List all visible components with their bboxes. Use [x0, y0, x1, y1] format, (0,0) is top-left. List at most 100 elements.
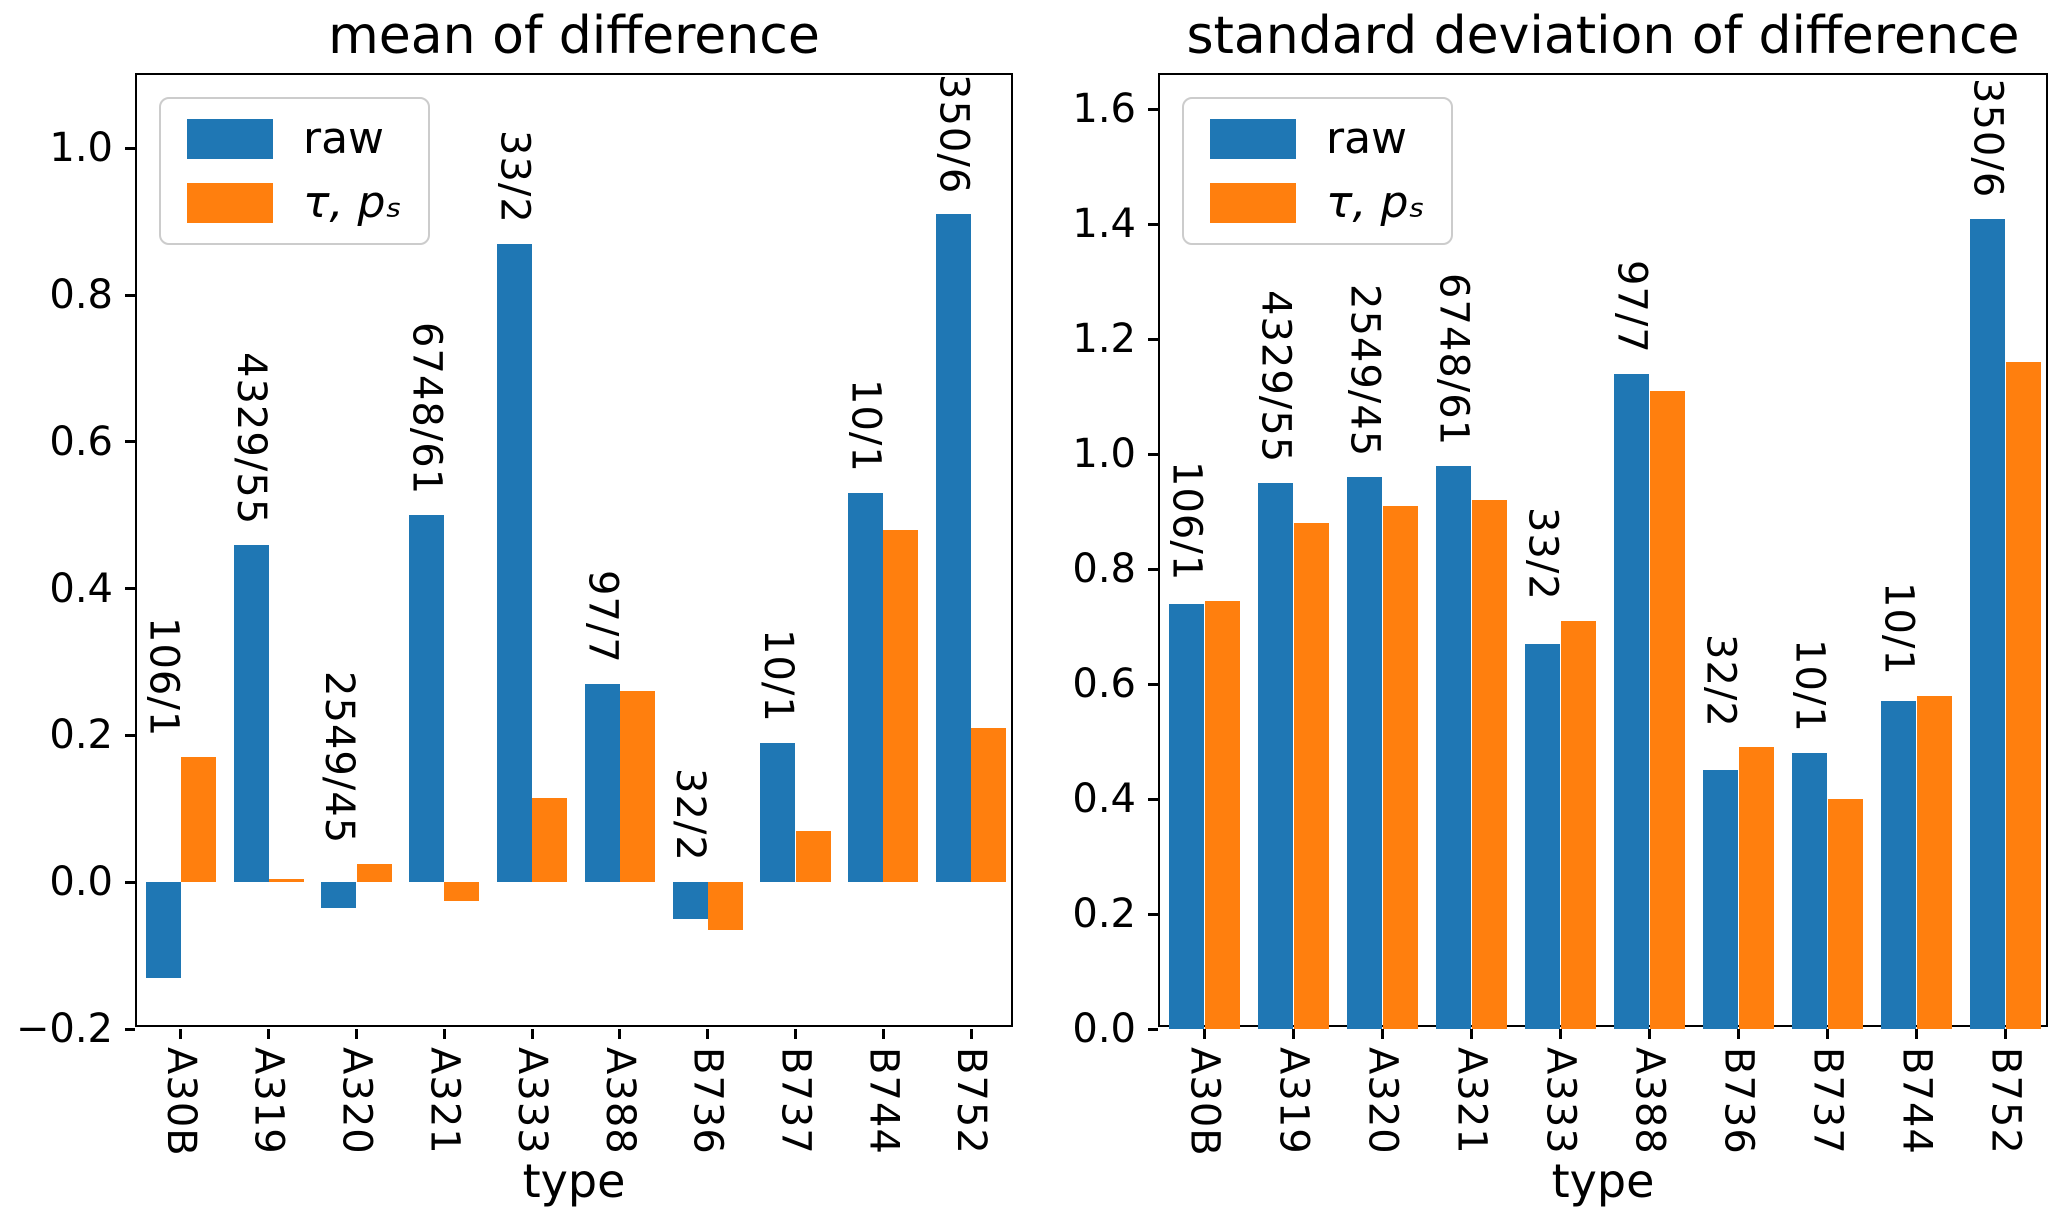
x-tick-mark	[881, 1029, 885, 1039]
bar-annotation: 97/7	[1608, 260, 1655, 354]
bar-raw-A388	[1613, 373, 1650, 1029]
bar-raw-A388	[584, 684, 620, 883]
legend-entry-tau-ps: τ, pₛ	[1210, 179, 1425, 227]
bar-annotation: 106/1	[1163, 460, 1210, 581]
y-tick-mark	[125, 880, 135, 884]
x-tick-mark	[530, 1029, 534, 1039]
bar-annotation: 32/2	[667, 768, 714, 863]
x-tick-label: B744	[860, 1047, 907, 1155]
x-tick-label: A30B	[157, 1047, 204, 1157]
chart-title-std: standard deviation of difference	[1186, 6, 2020, 66]
y-tick-label: 1.0	[49, 125, 113, 172]
y-tick-mark	[1148, 222, 1158, 226]
x-tick-mark	[1292, 1029, 1295, 1039]
bar-tau-ps-A321	[444, 882, 480, 901]
bar-annotation: 6748/61	[1430, 272, 1477, 446]
bar-annotation: 33/2	[491, 129, 538, 224]
bar-raw-A333	[496, 243, 533, 883]
x-tick-label: A320	[1359, 1047, 1406, 1155]
legend-label-tau-ps: τ, pₛ	[303, 177, 402, 228]
x-tick-mark	[618, 1029, 622, 1039]
bar-annotation: 10/1	[1786, 639, 1833, 734]
x-tick-mark	[179, 1029, 183, 1039]
legend-swatch-tau-ps	[187, 183, 273, 223]
bar-raw-B744	[848, 493, 884, 883]
y-tick-mark	[125, 733, 135, 737]
bar-tau-ps-B736	[1738, 747, 1775, 1029]
plot-area-mean: raw τ, pₛ 1.0 0.8 0.6 0.4 0.2 0.0 −0.2 A30B 106/…	[16, 73, 1013, 1157]
bar-tau-ps-A319	[268, 878, 304, 883]
y-tick-label: 0.2	[49, 712, 113, 759]
bar-tau-ps-B744	[883, 529, 919, 883]
y-tick-label: 1.0	[1072, 431, 1136, 478]
y-tick-mark	[125, 440, 135, 444]
bar-tau-ps-A388	[619, 691, 655, 883]
y-tick-label: 0.4	[49, 565, 113, 612]
bar-raw-A30B	[1168, 603, 1205, 1029]
bar-annotation: 106/1	[140, 617, 187, 738]
y-tick-label: 0.6	[1072, 661, 1136, 708]
y-tick-mark	[1148, 682, 1158, 686]
bar-raw-A321	[1435, 465, 1472, 1029]
x-tick-label: B736	[1715, 1047, 1762, 1155]
x-tick-label: A321	[421, 1047, 468, 1155]
y-tick-mark	[1148, 1027, 1158, 1031]
bar-raw-B752	[1969, 218, 2006, 1029]
y-tick-mark	[125, 293, 135, 297]
bar-tau-ps-A333	[532, 797, 568, 883]
bar-tau-ps-A333	[1560, 620, 1597, 1029]
x-tick-mark	[2004, 1029, 2007, 1039]
y-tick-label: 1.4	[1072, 201, 1136, 248]
y-tick-mark	[125, 146, 135, 150]
bar-raw-A320	[321, 882, 357, 908]
y-tick-label: 1.2	[1072, 316, 1136, 363]
x-tick-mark	[1915, 1029, 1918, 1039]
bar-annotation: 4329/55	[1252, 289, 1299, 464]
bar-tau-ps-A319	[1293, 523, 1330, 1029]
x-tick-mark	[706, 1029, 710, 1039]
bar-raw-A319	[233, 544, 269, 883]
bar-tau-ps-A320	[356, 863, 392, 883]
x-tick-label: A333	[509, 1047, 556, 1155]
x-tick-mark	[1203, 1029, 1206, 1039]
x-tick-mark	[355, 1029, 358, 1039]
bar-raw-A333	[1524, 643, 1561, 1029]
legend: raw τ, pₛ	[1182, 97, 1453, 245]
x-tick-label: A388	[1626, 1047, 1673, 1155]
x-axis-label-std: type	[1551, 1154, 1655, 1208]
legend-label-raw: raw	[1326, 113, 1408, 164]
bar-raw-B744	[1880, 701, 1917, 1029]
bar-tau-ps-A30B	[180, 757, 216, 883]
legend-swatch-raw	[187, 119, 273, 159]
bar-annotation: 10/1	[754, 628, 801, 723]
bar-tau-ps-A30B	[1204, 600, 1241, 1029]
y-tick-mark	[125, 1027, 135, 1031]
bar-tau-ps-A388	[1649, 391, 1686, 1029]
legend-label-raw: raw	[303, 113, 385, 164]
bar-annotation: 33/2	[1519, 507, 1566, 601]
y-tick-label: 0.2	[1072, 891, 1136, 938]
bar-raw-B752	[935, 214, 972, 883]
x-tick-mark	[1470, 1029, 1473, 1039]
x-tick-mark	[1648, 1029, 1651, 1039]
y-tick-label: 1.6	[1072, 86, 1136, 133]
x-axis-label-mean: type	[522, 1154, 626, 1208]
bar-annotation: 2549/45	[315, 670, 362, 844]
bar-raw-B736	[672, 882, 708, 919]
bar-annotation: 6748/61	[403, 322, 450, 496]
x-tick-mark	[267, 1029, 271, 1039]
y-tick-label: 0.0	[49, 859, 113, 906]
bar-tau-ps-B752	[2005, 362, 2042, 1029]
bar-annotation: 2549/45	[1341, 284, 1388, 458]
x-tick-label: A319	[1270, 1047, 1317, 1155]
bar-tau-ps-B736	[707, 882, 743, 930]
plot-area-std: raw τ, pₛ 1.6 1.4 1.2 1.0 0.8 0.6 0.4 0.2 0.0 A30…	[1072, 73, 2048, 1157]
y-tick-mark	[1148, 337, 1158, 341]
x-tick-label: B752	[1982, 1047, 2029, 1155]
bar-tau-ps-A320	[1382, 506, 1419, 1029]
bar-annotation: 32/2	[1697, 633, 1744, 728]
legend-entry-tau-ps: τ, pₛ	[187, 179, 402, 227]
bar-annotation: 97/7	[579, 570, 626, 665]
y-tick-label: −0.2	[15, 1006, 113, 1052]
bar-annotation: 4329/55	[228, 351, 275, 525]
